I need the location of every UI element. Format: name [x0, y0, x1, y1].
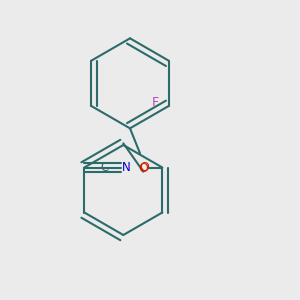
Text: F: F — [152, 96, 159, 109]
Text: C: C — [100, 161, 109, 174]
Text: O: O — [139, 161, 149, 174]
Text: N: N — [122, 161, 130, 174]
Text: O: O — [138, 162, 148, 175]
